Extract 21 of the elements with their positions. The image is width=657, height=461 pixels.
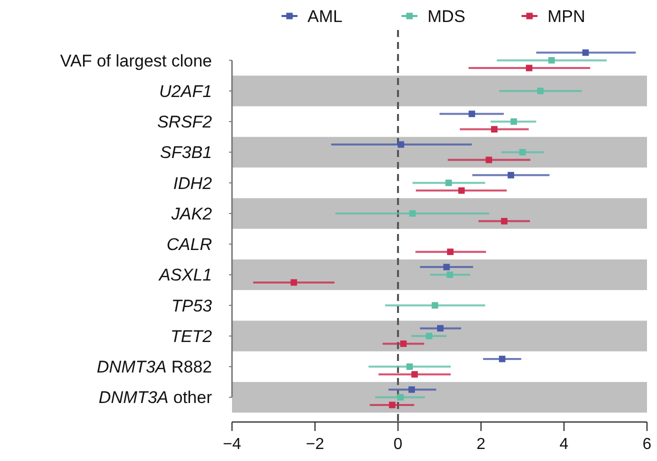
x-tick-label: 0 xyxy=(394,436,403,453)
y-tick-label: DNMT3A R882 xyxy=(96,358,212,377)
y-tick-label: TP53 xyxy=(171,296,213,316)
legend-label: AML xyxy=(308,6,342,26)
x-tick-label: 6 xyxy=(642,436,652,453)
y-tick-label: TET2 xyxy=(170,326,213,346)
y-tick-label: VAF of largest clone xyxy=(60,51,212,70)
y-tick-label: CALR xyxy=(166,235,212,254)
x-tick-label: 4 xyxy=(560,436,569,453)
x-tick-label: −2 xyxy=(306,436,324,453)
y-tick-label: ASXL1 xyxy=(158,266,212,285)
legend-label: MDS xyxy=(428,6,466,26)
y-tick-label: SF3B1 xyxy=(160,143,212,162)
y-tick-label: JAK2 xyxy=(170,204,213,224)
y-tick-label: U2AF1 xyxy=(159,82,212,101)
legend-label: MPN xyxy=(548,6,586,26)
x-tick-label: −4 xyxy=(222,436,242,453)
x-tick-label: 2 xyxy=(476,436,486,453)
y-tick-label: SRSF2 xyxy=(157,112,213,132)
y-tick-label: IDH2 xyxy=(173,174,213,193)
y-tick-label: DNMT3A other xyxy=(98,388,212,408)
